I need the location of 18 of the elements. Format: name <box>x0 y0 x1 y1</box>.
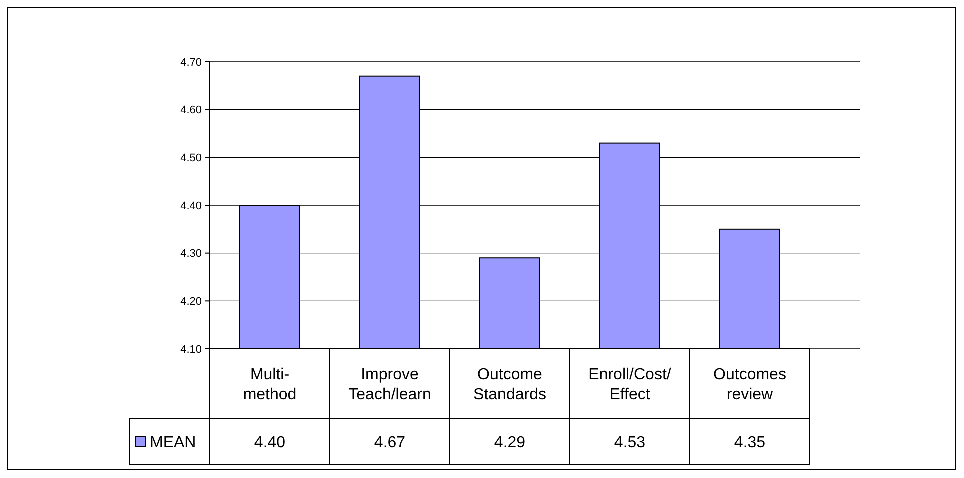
y-tick-label: 4.60 <box>180 104 202 117</box>
y-tick-label: 4.50 <box>180 152 202 165</box>
y-tick-label: 4.40 <box>180 200 202 212</box>
y-tick-label: 4.20 <box>180 296 202 308</box>
x-tick-label: Outcomes review <box>714 366 786 404</box>
x-tick-label: Outcome Standards <box>474 366 546 404</box>
y-tick-label: 4.70 <box>180 56 202 69</box>
data-label: 4.35 <box>734 434 766 452</box>
y-tick-label: 4.30 <box>180 248 202 260</box>
y-tick-label: 4.10 <box>180 344 202 356</box>
x-tick-label: Improve Teach/learn <box>348 366 432 404</box>
data-label: 4.29 <box>494 434 526 452</box>
x-tick-label: Multi- method <box>243 366 297 404</box>
data-label: 4.40 <box>254 434 286 452</box>
legend-label: MEAN <box>150 434 196 452</box>
data-label: 4.67 <box>374 434 406 452</box>
data-label: 4.53 <box>614 434 646 452</box>
x-tick-label: Enroll/Cost/ Effect <box>588 366 672 404</box>
